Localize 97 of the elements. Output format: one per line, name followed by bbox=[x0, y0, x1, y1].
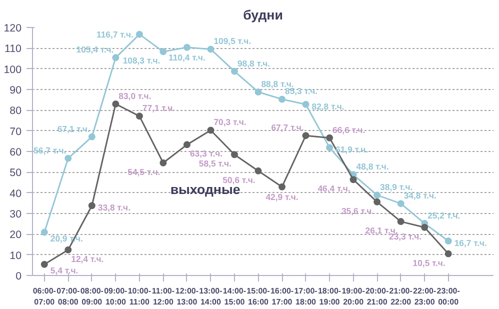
data-label: 88,8 т.ч. bbox=[261, 78, 294, 89]
x-tick-label: 12:00-13:00 bbox=[175, 286, 199, 306]
x-tick-label: 11:00-12:00 bbox=[152, 286, 175, 306]
data-label: 98,8 т.ч. bbox=[237, 58, 270, 68]
data-label: 54,5 т.ч. bbox=[128, 166, 160, 177]
x-tick-label: 20:00-21:00 bbox=[366, 286, 389, 306]
point bbox=[421, 224, 428, 231]
data-label: 5,4 т.ч. bbox=[50, 265, 78, 276]
data-label: 48,8 т.ч. bbox=[356, 162, 389, 172]
point bbox=[444, 237, 452, 244]
point bbox=[326, 144, 334, 152]
x-tick-label: 22:00-23:00 bbox=[413, 286, 436, 306]
data-label: 10,5 т.ч. bbox=[412, 258, 446, 268]
data-label: 67,7 т.ч. bbox=[271, 122, 304, 133]
data-label: 46,4 т.ч. bbox=[318, 184, 350, 194]
point bbox=[397, 200, 404, 208]
point bbox=[444, 250, 452, 258]
data-label: 67,1 т.ч. bbox=[57, 124, 90, 134]
y-tick-label: 60 bbox=[10, 146, 22, 158]
data-label: 63,3 т.ч. bbox=[190, 148, 223, 159]
x-tick-label: 07:00-08:00 bbox=[56, 286, 80, 306]
y-tick-label: 30 bbox=[10, 208, 22, 220]
point bbox=[64, 154, 72, 162]
x-tick-label: 16:00-17:00 bbox=[270, 286, 294, 306]
y-tick-label: 100 bbox=[4, 64, 22, 76]
x-tick-label: 15:00-16:00 bbox=[246, 286, 270, 306]
point bbox=[207, 126, 214, 134]
point bbox=[64, 246, 72, 254]
x-tick-label: 19:00-20:00 bbox=[342, 286, 366, 306]
y-tick-label: 80 bbox=[10, 105, 22, 118]
y-tick-label: 110 bbox=[4, 43, 22, 56]
x-tick-label: 08:00-09:00 bbox=[80, 286, 104, 306]
point bbox=[88, 133, 96, 140]
y-tick-label: 90 bbox=[10, 84, 22, 96]
data-label: 110,4 т.ч. bbox=[168, 52, 206, 62]
point bbox=[326, 134, 334, 142]
point bbox=[397, 218, 404, 226]
x-tick-label: 17:00-18:00 bbox=[294, 286, 318, 306]
point bbox=[302, 132, 310, 140]
point bbox=[112, 100, 120, 108]
x-tick-label: 23:00-00:00 bbox=[436, 286, 460, 306]
data-label: 116,7 т.ч. bbox=[96, 29, 134, 40]
data-label: 82,8 т.ч. bbox=[312, 101, 344, 112]
point bbox=[40, 260, 48, 268]
data-label: 12,4 т.ч. bbox=[71, 254, 104, 264]
point bbox=[374, 192, 381, 199]
data-label: 16,7 т.ч. bbox=[454, 238, 487, 248]
point bbox=[278, 96, 286, 103]
y-tick-label: 10 bbox=[10, 250, 22, 262]
x-tick-label: 18:00-19:00 bbox=[318, 286, 342, 306]
data-label: 66,6 т.ч. bbox=[332, 124, 366, 135]
point bbox=[112, 54, 120, 62]
x-tick-label: 10:00-11:00 bbox=[128, 286, 152, 306]
x-tick-label: 13:00-14:00 bbox=[199, 286, 223, 306]
data-label: 105,4 т.ч. bbox=[76, 44, 114, 55]
point bbox=[278, 183, 286, 190]
data-label: 109,5 т.ч. bbox=[214, 36, 252, 46]
point bbox=[350, 176, 357, 184]
data-label: 77,1 т.ч. bbox=[142, 103, 176, 114]
point bbox=[254, 167, 262, 174]
data-label: 25,2 т.ч. bbox=[428, 210, 460, 220]
point bbox=[207, 46, 214, 53]
data-label: 33,8 т.ч. bbox=[98, 202, 130, 213]
data-label: 108,3 т.ч. bbox=[122, 56, 160, 66]
point bbox=[254, 88, 262, 96]
point bbox=[160, 159, 167, 166]
x-tick-label: 21:00-22:00 bbox=[389, 286, 413, 306]
data-label: 42,9 т.ч. bbox=[266, 192, 298, 202]
data-label: 83,0 т.ч. bbox=[118, 90, 152, 101]
text: будни bbox=[243, 8, 283, 22]
point bbox=[374, 198, 381, 206]
point bbox=[40, 228, 48, 236]
data-label: 58,5 т.ч. bbox=[198, 158, 232, 169]
x-tick-label: 09:00-10:00 bbox=[104, 286, 128, 306]
point bbox=[230, 151, 238, 158]
point bbox=[136, 30, 143, 38]
data-label: 70,3 т.ч. bbox=[214, 117, 246, 128]
point bbox=[183, 44, 190, 51]
y-tick-label: 20 bbox=[10, 229, 22, 242]
y-tick-label: 50 bbox=[10, 167, 22, 180]
point bbox=[88, 202, 96, 210]
data-label: 38,9 т.ч. bbox=[380, 182, 413, 192]
y-tick-label: 0 bbox=[16, 270, 22, 282]
data-label: 35,6 т.ч. bbox=[341, 206, 374, 216]
point bbox=[160, 48, 167, 56]
point bbox=[183, 141, 190, 148]
x-tick-label: 14:00-15:00 bbox=[222, 286, 246, 306]
point bbox=[136, 112, 143, 120]
point bbox=[230, 68, 238, 75]
data-label: 56,7 т.ч. bbox=[34, 145, 66, 156]
data-label: 85,3 т.ч. bbox=[285, 86, 318, 96]
point bbox=[302, 100, 310, 108]
y-tick-label: 70 bbox=[10, 126, 22, 138]
data-label: 34,8 т.ч. bbox=[404, 190, 436, 201]
x-tick-label: 06:00-07:00 bbox=[32, 286, 56, 306]
y-tick-label: 120 bbox=[4, 22, 22, 34]
y-tick-label: 40 bbox=[10, 188, 22, 200]
